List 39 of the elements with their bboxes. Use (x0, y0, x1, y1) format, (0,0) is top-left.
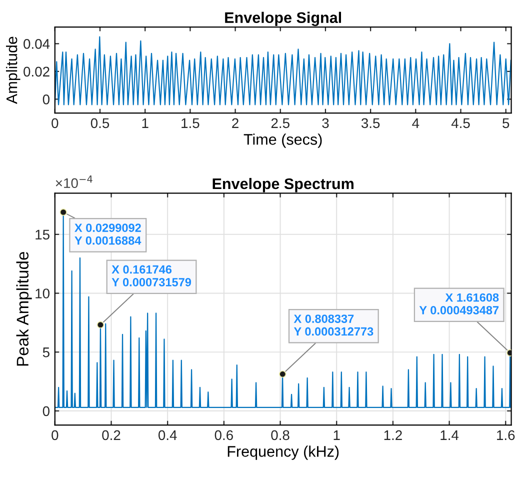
y-axis-title: Peak Amplitude (16, 252, 32, 366)
y-tick-label: 0 (42, 94, 50, 104)
x-axis-title: Frequency (kHz) (228, 446, 339, 460)
x-tick-label: 1 (334, 430, 340, 440)
x-tick-label: 0.6 (214, 430, 233, 440)
x-tick-label: 3.5 (361, 118, 380, 128)
x-tick-label: 1.4 (440, 430, 459, 440)
x-tick-label: 0.5 (90, 118, 110, 128)
annotation: X 0.0299092 Y 0.0016884 (74, 224, 142, 245)
text: ×10$^{−4}$ (56, 176, 92, 188)
x-tick-label: 5 (502, 118, 510, 128)
y-tick-label: 10 (36, 288, 50, 298)
x-tick-label: 2.5 (271, 118, 290, 128)
annotation: X 1.61608 Y 0.000493487 (419, 293, 499, 314)
x-tick-label: 1.5 (182, 118, 200, 128)
y-tick-label: 0.02 (24, 66, 50, 77)
x-tick-label: 2 (232, 118, 238, 128)
chart-title: Envelope Signal (225, 12, 342, 26)
annotation: X 0.808337 Y 0.000312773 (294, 314, 374, 336)
chart-title: Envelope Spectrum (212, 178, 354, 192)
x-tick-label: 0 (52, 430, 58, 440)
x-tick-label: 3 (322, 118, 329, 128)
x-tick-label: 1.2 (384, 430, 402, 440)
x-tick-label: 4.5 (451, 118, 470, 128)
x-tick-label: 4 (412, 118, 420, 128)
x-tick-label: 1 (142, 118, 148, 128)
annotation: X 0.161746 Y 0.000731579 (112, 265, 192, 286)
y-tick-label: 5 (42, 348, 50, 358)
x-tick-label: 0.8 (271, 430, 290, 440)
y-tick-label: 0 (42, 406, 50, 416)
x-tick-label: 0 (52, 118, 58, 128)
x-axis-title: Time (secs) (244, 134, 322, 148)
x-tick-label: 0.2 (102, 430, 120, 440)
y-axis-title: Amplitude (6, 36, 20, 104)
y-tick-label: 0.04 (24, 39, 50, 49)
x-tick-label: 0.4 (158, 430, 177, 440)
x-tick-label: 1.6 (497, 430, 515, 440)
line-series (54, 36, 512, 106)
y-tick-label: 15 (36, 230, 50, 240)
